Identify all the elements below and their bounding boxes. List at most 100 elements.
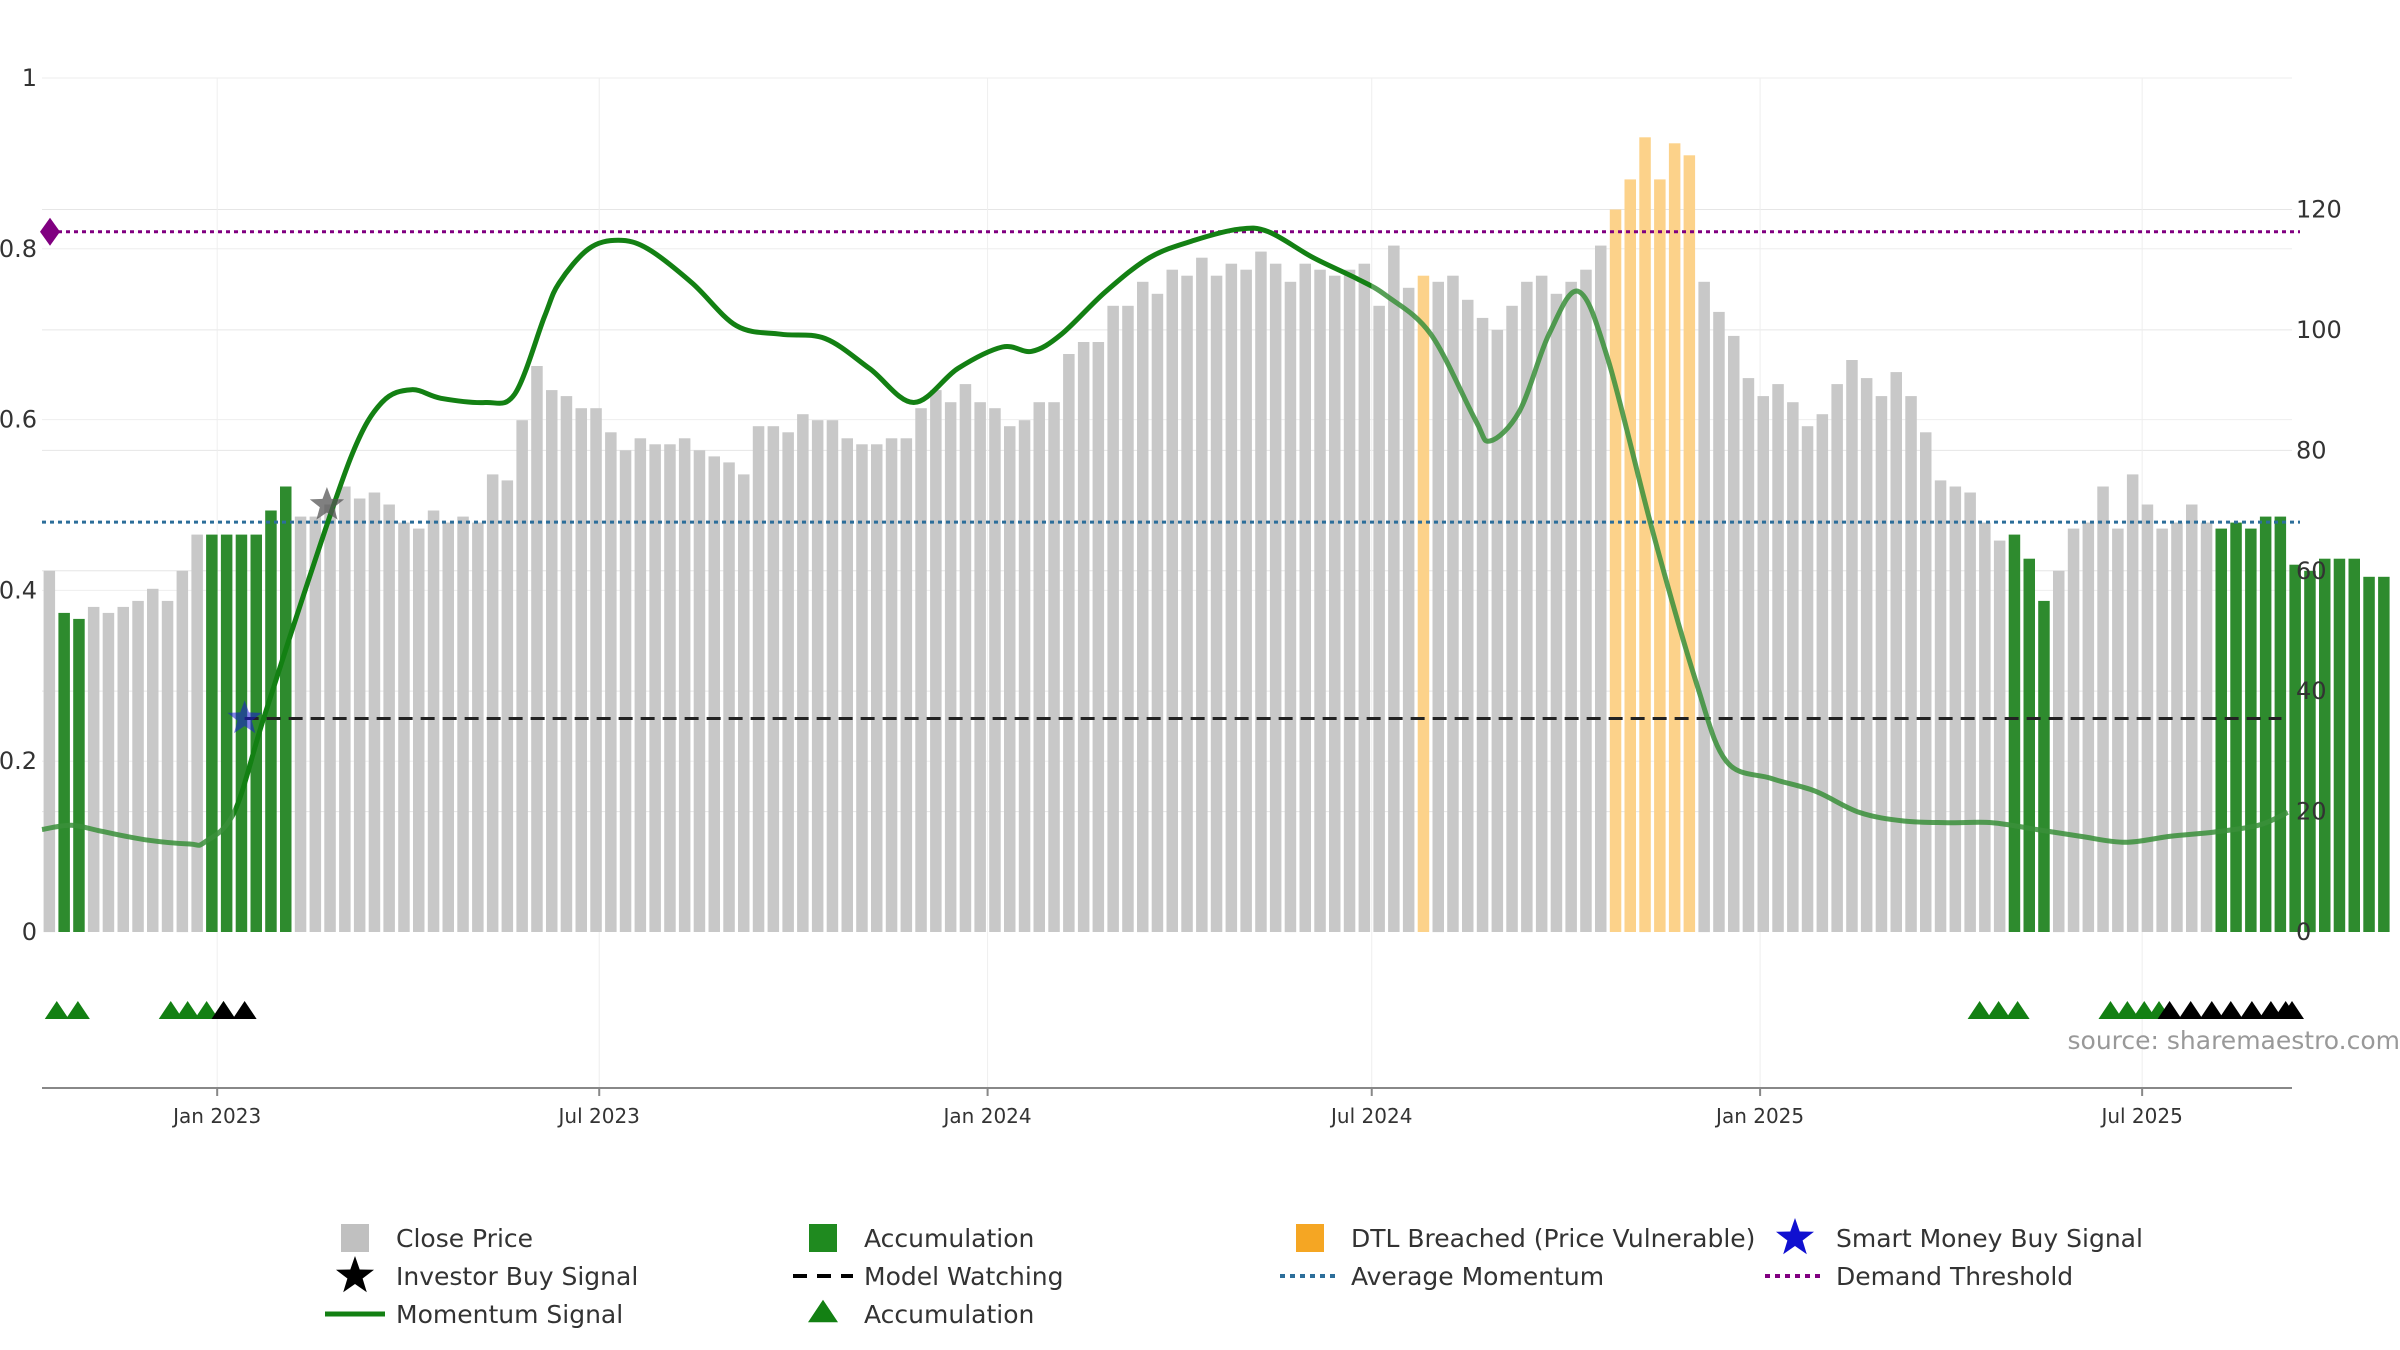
close-price-bar <box>1225 263 1238 932</box>
close-price-bar <box>1122 305 1134 932</box>
legend-square-icon <box>1296 1224 1324 1252</box>
investor-triangle-icon <box>2178 1001 2203 1019</box>
close-price-bar <box>1728 335 1740 932</box>
close-price-bar <box>856 444 868 932</box>
accumulation-bar <box>2304 570 2316 933</box>
close-price-bar <box>2067 528 2080 932</box>
legend-star-icon <box>336 1256 374 1293</box>
close-price-bar <box>1979 522 1991 932</box>
close-price-bar <box>767 426 780 932</box>
close-price-bar <box>1373 305 1385 932</box>
right-axis-tick-label: 120 <box>2296 196 2342 224</box>
legend-label: Average Momentum <box>1351 1262 1604 1291</box>
x-axis-tick-label: Jul 2024 <box>1329 1104 1412 1128</box>
close-price-bar <box>546 390 558 933</box>
left-axis-tick-label: 0.8 <box>0 235 37 263</box>
close-price-bar <box>413 528 425 932</box>
close-price-bar <box>605 432 617 932</box>
close-price-bar <box>43 570 56 933</box>
accumulation-bar <box>2348 558 2360 932</box>
close-price-bar <box>472 522 484 932</box>
accumulation-bar <box>2319 558 2331 932</box>
investor-triangle-icon <box>232 1001 257 1019</box>
close-price-bar <box>1521 281 1533 933</box>
investor-triangle-icon <box>2218 1001 2243 1019</box>
close-price-bar <box>959 384 972 933</box>
close-price-bar <box>1018 420 1031 932</box>
legend-item: Average Momentum <box>1280 1262 1604 1291</box>
legend-item: Demand Threshold <box>1765 1262 2073 1291</box>
accumulation-triangle-icon <box>65 1001 90 1019</box>
accumulation-triangle-icon <box>175 1001 200 1019</box>
legend-label: Momentum Signal <box>396 1300 623 1329</box>
close-price-bar <box>2126 474 2139 932</box>
accumulation-bar <box>2289 564 2301 932</box>
close-price-bar <box>2097 486 2109 932</box>
close-price-bar <box>649 444 661 932</box>
close-price-bar <box>442 522 454 932</box>
right-axis-tick-label: 0 <box>2296 918 2311 946</box>
accumulation-bar <box>2230 522 2242 932</box>
accumulation-bar <box>2274 516 2287 932</box>
right-axis-tick-label: 20 <box>2296 798 2327 826</box>
close-price-bar <box>309 516 322 932</box>
close-price-bar <box>1595 245 1607 933</box>
left-axis-tick-label: 0 <box>22 918 37 946</box>
investor-triangle-icon <box>2157 1001 2182 1019</box>
close-price-bar <box>1860 378 1873 933</box>
close-price-bar <box>871 444 883 932</box>
close-price-bar <box>1358 263 1371 932</box>
legend-item: Accumulation <box>808 1299 1034 1329</box>
close-price-bar <box>1890 372 1902 933</box>
close-price-bar <box>678 438 691 932</box>
dtl-breached-bar <box>1624 179 1636 932</box>
close-price-bar <box>1048 402 1060 932</box>
close-price-bar <box>1801 426 1814 932</box>
smart-money-star-icon <box>227 700 262 734</box>
legend-star-icon <box>1776 1218 1814 1255</box>
close-price-bar <box>723 462 735 932</box>
close-price-bar <box>1846 360 1858 932</box>
accumulation-bar <box>2378 576 2390 932</box>
close-price-bar <box>811 420 824 932</box>
accumulation-bar <box>58 612 70 932</box>
left-axis-tick-label: 0.4 <box>0 576 37 604</box>
right-axis-tick-label: 40 <box>2296 677 2327 705</box>
close-price-bar <box>989 408 1001 932</box>
legend-triangle-icon <box>808 1299 838 1323</box>
x-axis-tick-label: Jul 2023 <box>557 1104 640 1128</box>
legend-label: Accumulation <box>864 1224 1034 1253</box>
x-axis-tick-label: Jul 2025 <box>2099 1104 2182 1128</box>
right-axis-tick-label: 100 <box>2296 316 2342 344</box>
dtl-breached-bar <box>1668 143 1681 933</box>
close-price-bar <box>1137 281 1149 933</box>
close-price-bar <box>1255 251 1267 933</box>
legend-item: DTL Breached (Price Vulnerable) <box>1296 1224 1755 1253</box>
close-price-bar <box>1299 263 1311 932</box>
legend-label: Accumulation <box>864 1300 1034 1329</box>
close-price-bar <box>1107 305 1119 932</box>
close-price-bar <box>2200 522 2213 932</box>
close-price-bar <box>87 606 100 932</box>
source-label: source: sharemaestro.com <box>2068 1026 2400 1055</box>
legend-label: Close Price <box>396 1224 533 1253</box>
close-price-bar <box>575 408 587 932</box>
close-price-bar <box>1004 426 1016 932</box>
close-price-bar <box>191 534 203 932</box>
close-price-bar <box>1565 281 1577 933</box>
legend-label: Smart Money Buy Signal <box>1836 1224 2143 1253</box>
momentum-line <box>234 225 1372 818</box>
close-price-bar <box>102 612 115 932</box>
legend-item: Model Watching <box>793 1262 1064 1291</box>
legend-label: Demand Threshold <box>1836 1262 2073 1291</box>
investor-triangle-icon <box>2239 1001 2264 1019</box>
accumulation-triangle-icon <box>44 1001 69 1019</box>
investor-triangle-icon <box>2280 1001 2304 1019</box>
accumulation-triangle-icon <box>158 1001 183 1019</box>
momentum-line-faded <box>1371 283 2289 845</box>
dtl-breached-bar <box>1417 275 1430 932</box>
close-price-bar <box>2082 522 2095 932</box>
accumulation-bar <box>2363 576 2375 932</box>
